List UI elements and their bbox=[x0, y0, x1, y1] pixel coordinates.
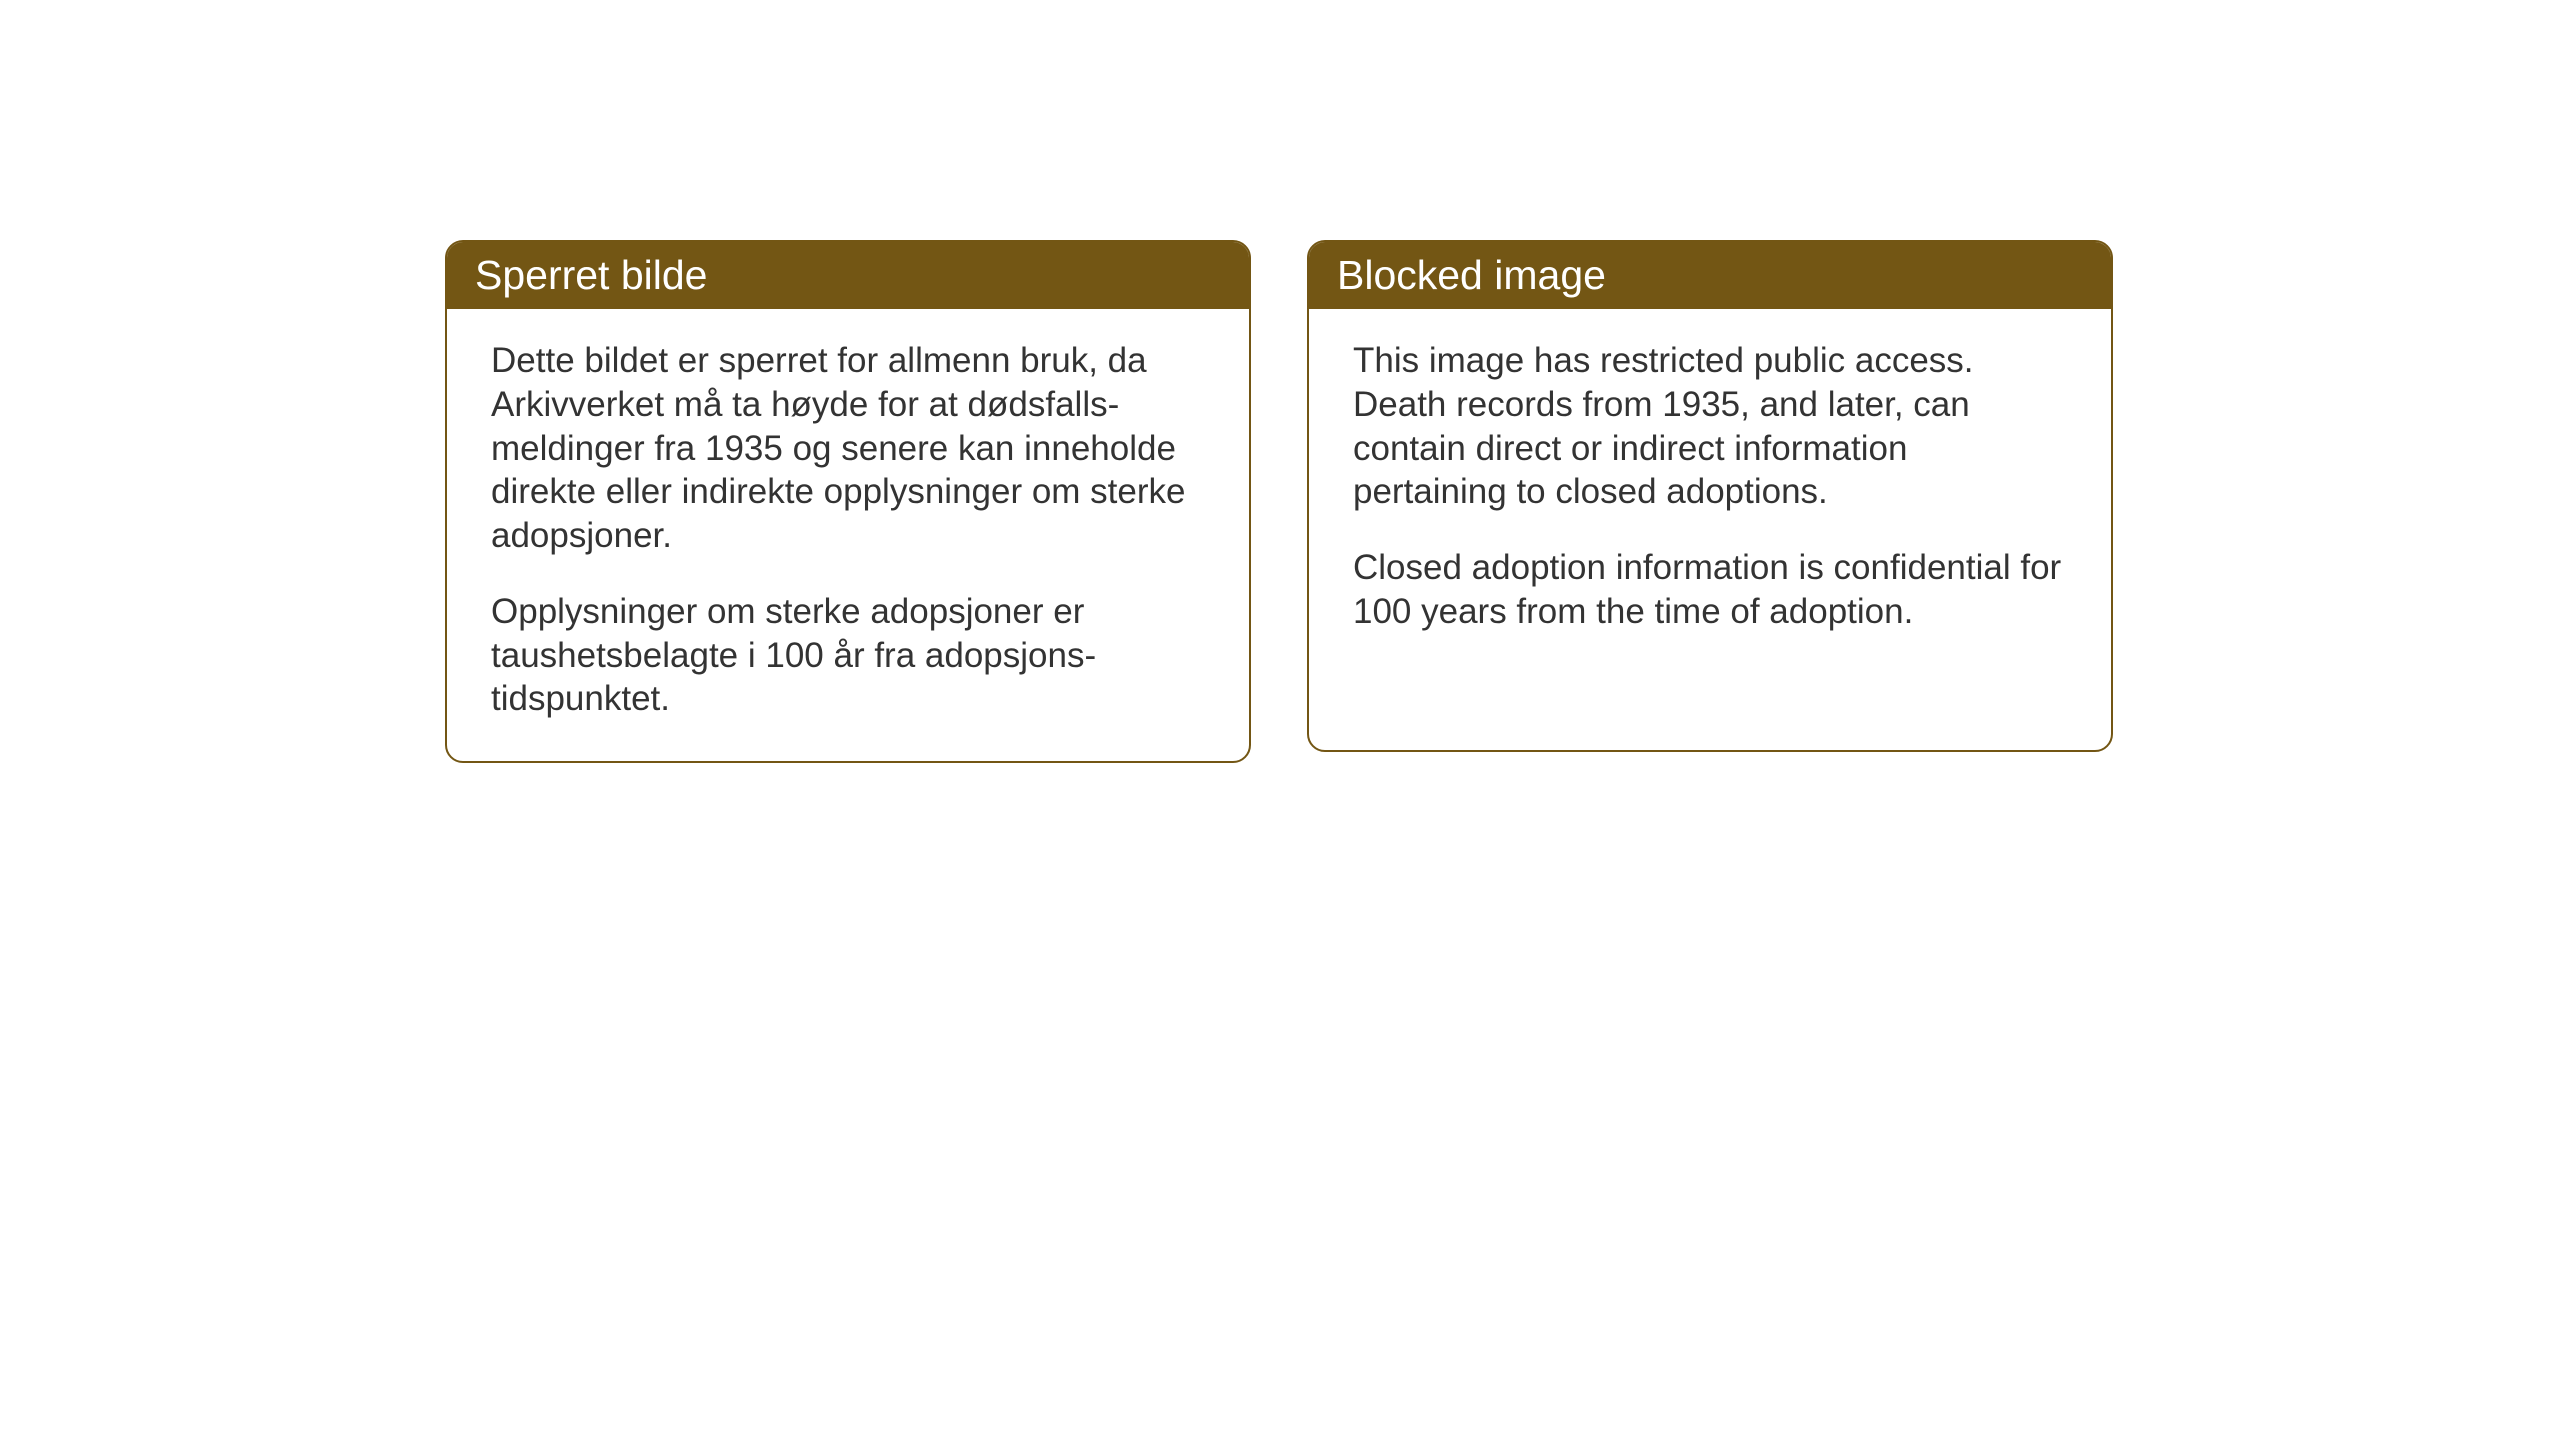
card-title-norwegian: Sperret bilde bbox=[475, 252, 707, 298]
notice-card-norwegian: Sperret bilde Dette bildet er sperret fo… bbox=[445, 240, 1251, 763]
notice-card-english: Blocked image This image has restricted … bbox=[1307, 240, 2113, 752]
card-body-english: This image has restricted public access.… bbox=[1309, 309, 2111, 674]
card-header-english: Blocked image bbox=[1309, 242, 2111, 309]
paragraph-norwegian-2: Opplysninger om sterke adopsjoner er tau… bbox=[491, 590, 1205, 721]
paragraph-english-2: Closed adoption information is confident… bbox=[1353, 546, 2067, 634]
paragraph-norwegian-1: Dette bildet er sperret for allmenn bruk… bbox=[491, 339, 1205, 558]
paragraph-english-1: This image has restricted public access.… bbox=[1353, 339, 2067, 514]
notice-container: Sperret bilde Dette bildet er sperret fo… bbox=[445, 240, 2113, 763]
card-header-norwegian: Sperret bilde bbox=[447, 242, 1249, 309]
card-title-english: Blocked image bbox=[1337, 252, 1606, 298]
card-body-norwegian: Dette bildet er sperret for allmenn bruk… bbox=[447, 309, 1249, 761]
